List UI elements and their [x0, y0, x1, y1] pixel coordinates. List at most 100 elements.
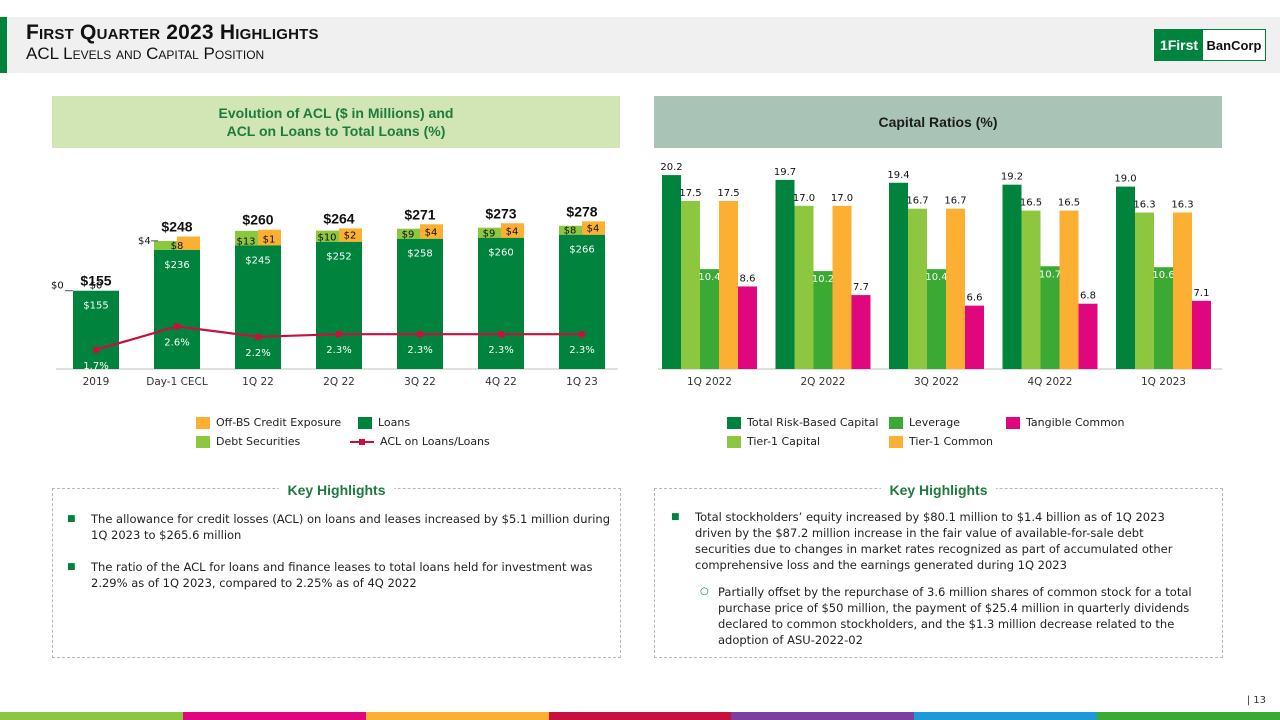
offbs-value-label: $4 [506, 227, 519, 238]
acl-total-label: $260 [242, 212, 273, 228]
offbs-value-label: $2 [344, 231, 357, 242]
header-accent-bar [0, 17, 7, 73]
capital-value-label: 8.6 [740, 273, 756, 284]
acl-chart-title-line2: ACL on Loans to Total Loans (%) [226, 123, 446, 139]
capital-value-label: 17.5 [717, 188, 739, 199]
acl-category-label: 1Q 22 [242, 376, 274, 388]
tier1-swatch [727, 435, 741, 448]
offbs-bar [420, 224, 443, 239]
legend-label-loans: Loans [378, 416, 411, 429]
capital-bar-3 [946, 208, 965, 369]
legend-label-trbc: Total Risk-Based Capital [747, 416, 879, 429]
acl-bullet-2: ■ The ratio of the ACL for loans and fin… [67, 559, 611, 591]
legend-item-offbs: Off-BS Credit Exposure [196, 416, 341, 429]
debt-value-label: $13 [236, 236, 255, 247]
firstbancorp-logo: 1First BanCorp [1154, 29, 1266, 61]
acl-ratio-label: 2.3% [326, 345, 351, 356]
legend-item-tier1: Tier-1 Capital [727, 435, 820, 448]
acl-category-label: 1Q 23 [566, 376, 598, 388]
debt-value-label: $9 [402, 230, 415, 241]
capital-bar-3 [832, 205, 852, 369]
capital-value-label: 6.8 [1080, 291, 1096, 302]
capital-value-label: 19.0 [1114, 174, 1136, 185]
capital-bar-4 [851, 295, 871, 369]
capital-value-label: 19.2 [1001, 172, 1023, 183]
legend-label-tier1: Tier-1 Capital [747, 435, 821, 448]
offbs-value-label: $1 [263, 234, 276, 245]
capital-value-label: 10.2 [812, 274, 834, 285]
legend-item-loans: Loans [358, 416, 410, 429]
page-number: | 13 [1246, 695, 1266, 706]
capital-bar-3 [1059, 210, 1079, 369]
footer-segment-2 [365, 712, 549, 720]
loans-swatch [358, 416, 372, 429]
acl-ratio-label: 2.3% [569, 345, 594, 356]
capital-value-label: 10.4 [698, 272, 720, 283]
legend-label-acl: ACL on Loans/Loans [380, 435, 490, 448]
loans-bar [316, 241, 362, 369]
capital-value-label: 10.4 [925, 272, 947, 283]
acl-ratio-marker [174, 323, 180, 330]
legend-item-acl: ACL on Loans/Loans [350, 435, 490, 448]
acl-total-label: $273 [485, 205, 516, 221]
capital-bar-0 [1116, 186, 1135, 369]
legend-label-tangible: Tangible Common [1026, 416, 1125, 429]
offbs-value-label: $4 [587, 224, 600, 235]
acl-total-label: $264 [323, 210, 354, 226]
capital-value-label: 16.3 [1171, 200, 1193, 211]
capital-bar-2 [813, 271, 833, 369]
legend-item-leverage: Leverage [889, 416, 960, 429]
capital-value-label: 16.7 [906, 196, 928, 207]
loans-value-label: $266 [569, 245, 594, 256]
acl-ratio-marker [255, 333, 261, 340]
capital-bar-0 [775, 179, 795, 369]
capital-bar-1 [1021, 210, 1041, 369]
capital-bar-0 [662, 175, 681, 369]
acl-ratio-marker [579, 331, 585, 338]
acl-bullet-1: ■ The allowance for credit losses (ACL) … [67, 511, 611, 543]
capital-bar-1 [681, 201, 700, 369]
offbs-swatch [196, 416, 210, 429]
capital-bullet-1: ■ Total stockholders’ equity increased b… [671, 509, 1200, 573]
loans-value-label: $155 [83, 301, 108, 312]
capital-category-label: 1Q 2022 [687, 376, 732, 388]
loans-value-label: $258 [407, 249, 432, 260]
offbs-bar [501, 223, 524, 238]
offbs-bar [339, 228, 362, 242]
acl-total-label: $248 [161, 218, 192, 234]
footer-segment-1 [182, 712, 366, 720]
capital-bar-2 [927, 269, 946, 369]
loans-bar [397, 238, 443, 369]
legend-item-tangible: Tangible Common [1006, 416, 1125, 429]
capital-value-label: 16.5 [1058, 198, 1080, 209]
offbs-bar [582, 221, 605, 235]
loans-value-label: $252 [326, 252, 351, 263]
capital-value-label: 17.5 [679, 188, 701, 199]
key-highlights-left: Key Highlights ■ The allowance for credi… [52, 482, 621, 658]
capital-value-label: 10.6 [1152, 270, 1174, 281]
capital-bar-2 [1040, 266, 1060, 369]
capital-bar-4 [1078, 303, 1098, 369]
acl-ratio-label: 2.2% [245, 348, 270, 359]
loans-bar [559, 234, 605, 369]
acl-total-label: $278 [566, 203, 597, 219]
capital-value-label: 10.7 [1039, 269, 1061, 280]
capital-bar-2 [1154, 267, 1173, 369]
legend-label-offbs: Off-BS Credit Exposure [216, 416, 342, 429]
capital-bar-4 [965, 305, 984, 369]
capital-bar-0 [1002, 184, 1022, 369]
acl-bullet-1-text: The allowance for credit losses (ACL) on… [91, 512, 611, 542]
capital-bar-0 [889, 182, 908, 369]
footer-segment-0 [0, 712, 183, 720]
acl-chart-title-line1: Evolution of ACL ($ in Millions) and [218, 105, 454, 121]
acl-total-label: $271 [404, 206, 435, 222]
acl-ratio-label: 2.3% [407, 345, 432, 356]
acl-ratio-label: 2.3% [488, 345, 513, 356]
capital-chart-title-text: Capital Ratios (%) [878, 114, 998, 130]
acl-chart-title: Evolution of ACL ($ in Millions) and ACL… [52, 96, 620, 148]
debt-value-label: $8 [564, 226, 577, 237]
capital-value-label: 16.7 [944, 196, 966, 207]
header: First Quarter 2023 Highlights ACL Levels… [0, 17, 1280, 73]
tier1common-swatch [889, 435, 903, 448]
